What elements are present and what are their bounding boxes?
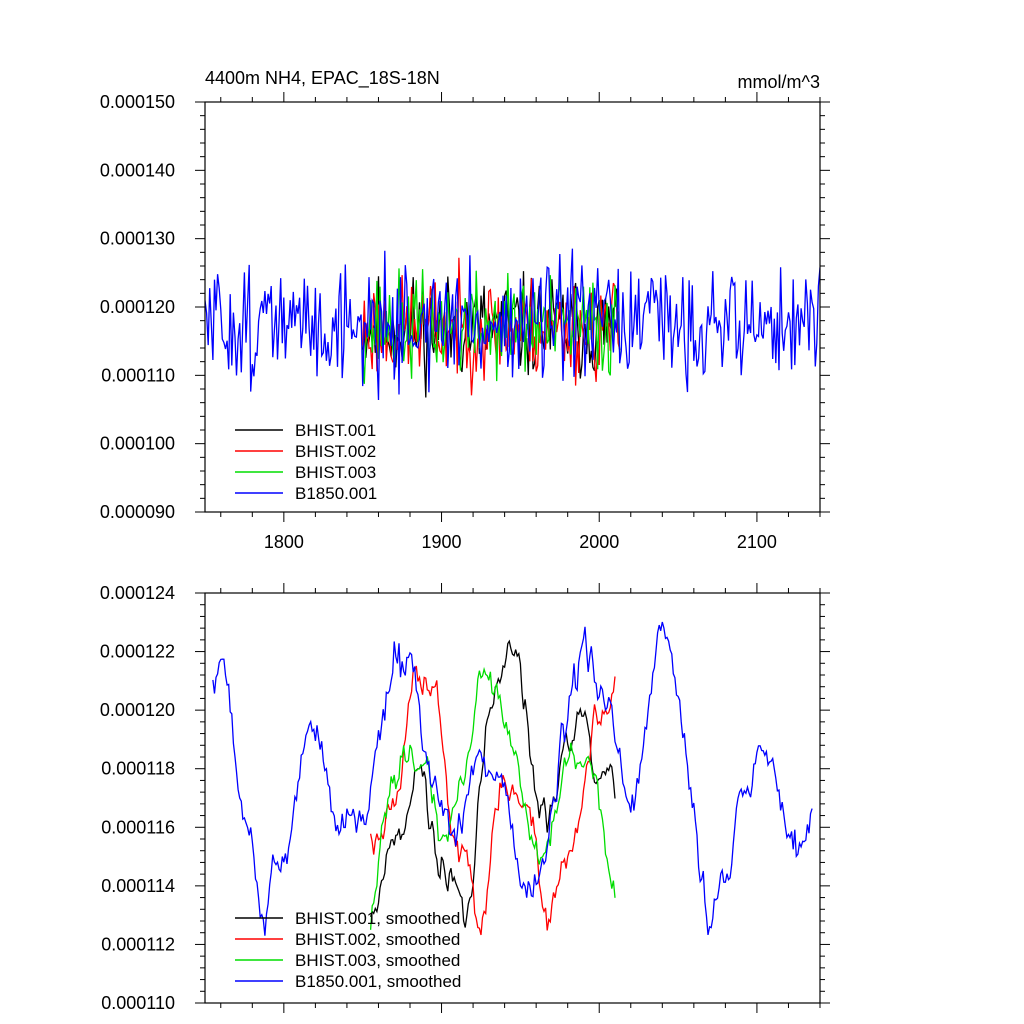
top-panel-x-tick-label: 1900: [422, 532, 462, 552]
bottom-panel-series-line-1: [369, 639, 616, 928]
top-panel-x-tick-label: 2100: [737, 532, 777, 552]
top-panel-y-tick-label: 0.000090: [100, 502, 175, 522]
bottom-panel-y-tick-label: 0.000114: [101, 876, 175, 896]
bottom-panel-y-tick-label: 0.000118: [101, 759, 175, 779]
bottom-panel-series-line-4: [212, 621, 813, 936]
top-panel-y-tick-label: 0.000120: [100, 297, 175, 317]
top-panel: 4400m NH4, EPAC_18S-18N mmol/m^3 1800 190…: [100, 68, 830, 552]
bottom-panel: 0.000110 0.000112 0.000114 0.000116 0.000118…: [100, 583, 830, 1013]
top-panel-legend-label-2: BHIST.002: [295, 442, 376, 461]
bottom-panel-legend: BHIST.001, smoothed BHIST.002, smoothed BH…: [235, 909, 461, 991]
top-panel-legend-label-4: B1850.001: [295, 484, 377, 503]
bottom-panel-y-tick-label: 0.000110: [101, 993, 175, 1013]
top-panel-x-tick-label: 2000: [579, 532, 619, 552]
top-panel-units: mmol/m^3: [738, 72, 820, 92]
bottom-panel-y-tick-label: 0.000112: [101, 934, 175, 954]
bottom-panel-legend-label-1: BHIST.001, smoothed: [295, 909, 460, 928]
top-panel-y-tick-label: 0.000100: [100, 434, 175, 454]
top-panel-y-tick-label: 0.000150: [100, 92, 175, 112]
bottom-panel-ticks: 0.000110 0.000112 0.000114 0.000116 0.000118…: [100, 583, 830, 1013]
top-panel-y-tick-label: 0.000130: [100, 229, 175, 249]
bottom-panel-y-tick-label: 0.000120: [100, 700, 175, 720]
top-panel-y-tick-label: 0.000140: [100, 160, 175, 180]
bottom-panel-frame: [204, 592, 821, 1004]
bottom-panel-series-line-2: [369, 665, 616, 936]
top-panel-series-line-4: [205, 248, 820, 401]
top-panel-ticks: 1800 1900 2000 2100 0.000090 0.000100 0.000110…: [100, 92, 830, 552]
bottom-panel-lines: [212, 621, 813, 936]
bottom-panel-y-tick-label: 0.000124: [100, 583, 175, 603]
bottom-panel-legend-label-3: BHIST.003, smoothed: [295, 951, 460, 970]
bottom-panel-y-tick-label: 0.000122: [100, 642, 175, 662]
top-panel-title: 4400m NH4, EPAC_18S-18N: [205, 68, 440, 89]
bottom-panel-y-tick-label: 0.000116: [101, 817, 175, 837]
top-panel-x-tick-label: 1800: [264, 532, 304, 552]
top-panel-legend-label-3: BHIST.003: [295, 463, 376, 482]
top-panel-lines: [205, 248, 820, 401]
top-panel-legend-label-1: BHIST.001: [295, 421, 376, 440]
bottom-panel-series-line-3: [369, 666, 616, 930]
top-panel-y-tick-label: 0.000110: [101, 365, 175, 385]
top-panel-legend: BHIST.001 BHIST.002 BHIST.003 B1850.001: [235, 421, 377, 503]
top-panel-series-line-2: [362, 257, 621, 396]
bottom-panel-legend-label-2: BHIST.002, smoothed: [295, 930, 460, 949]
bottom-panel-legend-label-4: B1850.001, smoothed: [295, 972, 461, 991]
